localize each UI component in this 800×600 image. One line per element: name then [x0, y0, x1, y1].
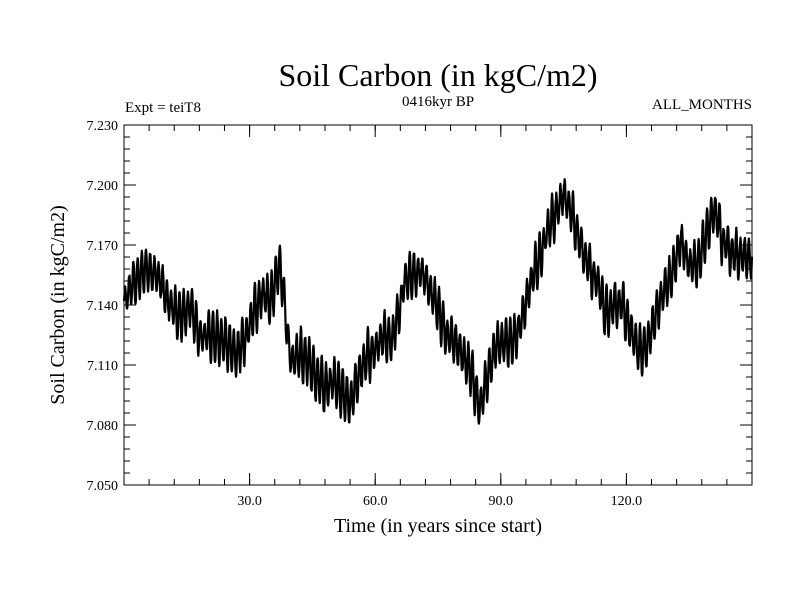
x-tick-label: 30.0 — [237, 494, 262, 509]
experiment-label: Expt = teiT8 — [125, 100, 201, 116]
x-tick-label: 90.0 — [489, 494, 514, 509]
x-tick-label: 60.0 — [363, 494, 388, 509]
y-tick-label: 7.230 — [87, 119, 119, 134]
chart-title: Soil Carbon (in kgC/m2) — [278, 57, 597, 93]
y-tick-label: 7.170 — [87, 239, 119, 254]
soil-carbon-line — [122, 178, 754, 425]
y-tick-label: 7.080 — [87, 419, 119, 434]
y-tick-label: 7.050 — [87, 479, 119, 494]
y-tick-label: 7.140 — [87, 299, 119, 314]
y-tick-label: 7.110 — [87, 359, 118, 374]
chart-subtitle: 0416kyr BP — [402, 94, 474, 110]
y-tick-label: 7.200 — [87, 179, 119, 194]
x-axis-label: Time (in years since start) — [334, 515, 542, 537]
plot-area — [122, 124, 754, 486]
months-label: ALL_MONTHS — [652, 97, 752, 113]
x-tick-label: 120.0 — [611, 494, 643, 509]
axis-ticks: 30.0 60.0 90.0 120.0 7.050 7.080 7.110 7.140 7.1… — [87, 119, 752, 509]
y-axis-label: Soil Carbon (in kgC/m2) — [47, 205, 69, 404]
